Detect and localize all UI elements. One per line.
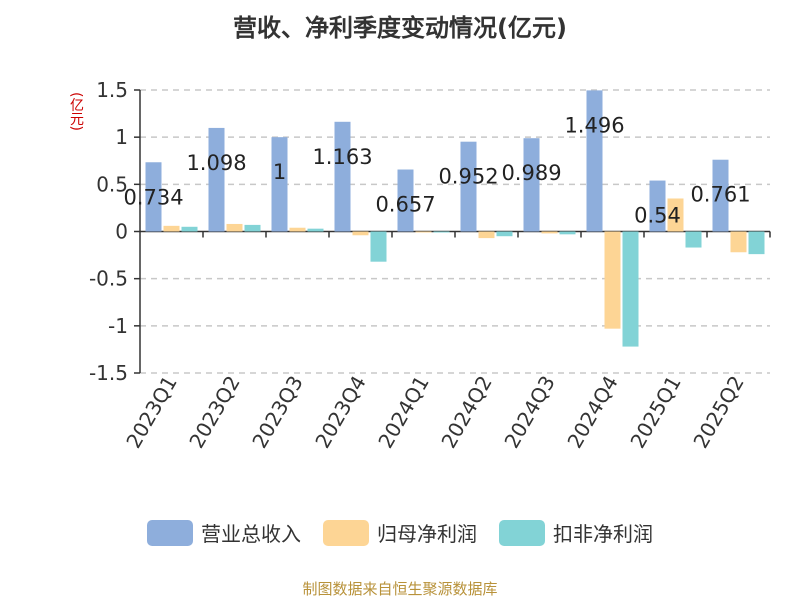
bar-non-recurring-profit [748,231,765,255]
bar-net-profit [289,227,306,232]
data-label-revenue: 1 [273,160,286,184]
bar-revenue [712,159,729,232]
bar-non-recurring-profit [559,231,576,235]
x-tick-label: 2023Q3 [247,372,307,453]
x-tick-label: 2025Q2 [688,372,748,453]
bar-net-profit [730,231,747,253]
x-tick-label: 2023Q2 [184,372,244,453]
data-label-revenue: 0.657 [375,193,435,217]
bar-revenue [460,141,477,232]
chart-title: 营收、净利季度变动情况(亿元) [233,14,567,42]
bar-revenue [208,127,225,232]
bar-net-profit [604,231,621,329]
bar-net-profit [352,231,369,236]
y-axis-unit-label: (亿元) [68,92,84,131]
bar-net-profit [667,198,684,232]
bar-non-recurring-profit [370,231,387,262]
legend-swatch-revenue [147,519,193,546]
bar-non-recurring-profit [496,231,513,237]
bar-non-recurring-profit [244,224,261,232]
y-tick-label: -0.5 [89,267,128,291]
x-tick-label: 2024Q2 [436,372,496,453]
legend-item-net-profit[interactable]: 归母净利润 [323,518,477,547]
bar-net-profit [415,231,432,233]
bar-non-recurring-profit [181,226,198,232]
bar-revenue [586,90,603,232]
data-label-revenue: 0.952 [438,165,498,189]
data-label-revenue: 1.098 [186,151,246,175]
y-tick-label: 0 [115,220,128,244]
data-label-revenue: 1.163 [312,145,372,169]
data-source-note: 制图数据来自恒生聚源数据库 [302,580,498,598]
x-tick-label: 2023Q1 [121,372,181,453]
bar-revenue [145,162,162,232]
x-tick-label: 2025Q1 [625,372,685,453]
bar-revenue [649,180,666,232]
legend-swatch-non-recurring-profit [499,519,545,546]
data-label-revenue: 0.761 [690,183,750,207]
data-label-revenue: 1.496 [564,113,624,137]
legend-swatch-net-profit [323,519,369,546]
bar-non-recurring-profit [307,228,324,232]
y-tick-label: 0.5 [96,172,128,196]
data-label-revenue: 0.734 [123,185,183,209]
legend-label-revenue: 营业总收入 [201,522,301,546]
y-tick-label: 1.5 [96,78,128,102]
legend-item-revenue[interactable]: 营业总收入 [147,518,301,547]
bar-revenue [271,137,288,232]
bar-revenue [397,169,414,232]
x-tick-label: 2023Q4 [310,372,370,453]
bar-net-profit [541,231,558,234]
bar-non-recurring-profit [433,231,450,233]
bar-non-recurring-profit [622,231,639,347]
bar-net-profit [226,223,243,232]
x-tick-label: 2024Q3 [499,372,559,453]
x-tick-label: 2024Q1 [373,372,433,453]
data-label-revenue: 0.54 [634,204,681,228]
y-tick-label: -1.5 [89,361,128,385]
legend-label-net-profit: 归母净利润 [377,522,477,546]
bar-non-recurring-profit [685,231,702,248]
bar-net-profit [478,231,495,239]
y-tick-label: 1 [115,125,128,149]
bar-revenue [334,121,351,232]
bar-revenue [523,138,540,232]
bar-net-profit [163,225,180,232]
x-tick-label: 2024Q4 [562,372,622,453]
y-tick-label: -1 [108,314,128,338]
legend: 营业总收入 归母净利润 扣非净利润 [0,518,800,547]
legend-item-non-recurring-profit[interactable]: 扣非净利润 [499,518,653,547]
data-label-revenue: 0.989 [501,161,561,185]
legend-label-non-recurring-profit: 扣非净利润 [553,522,653,546]
